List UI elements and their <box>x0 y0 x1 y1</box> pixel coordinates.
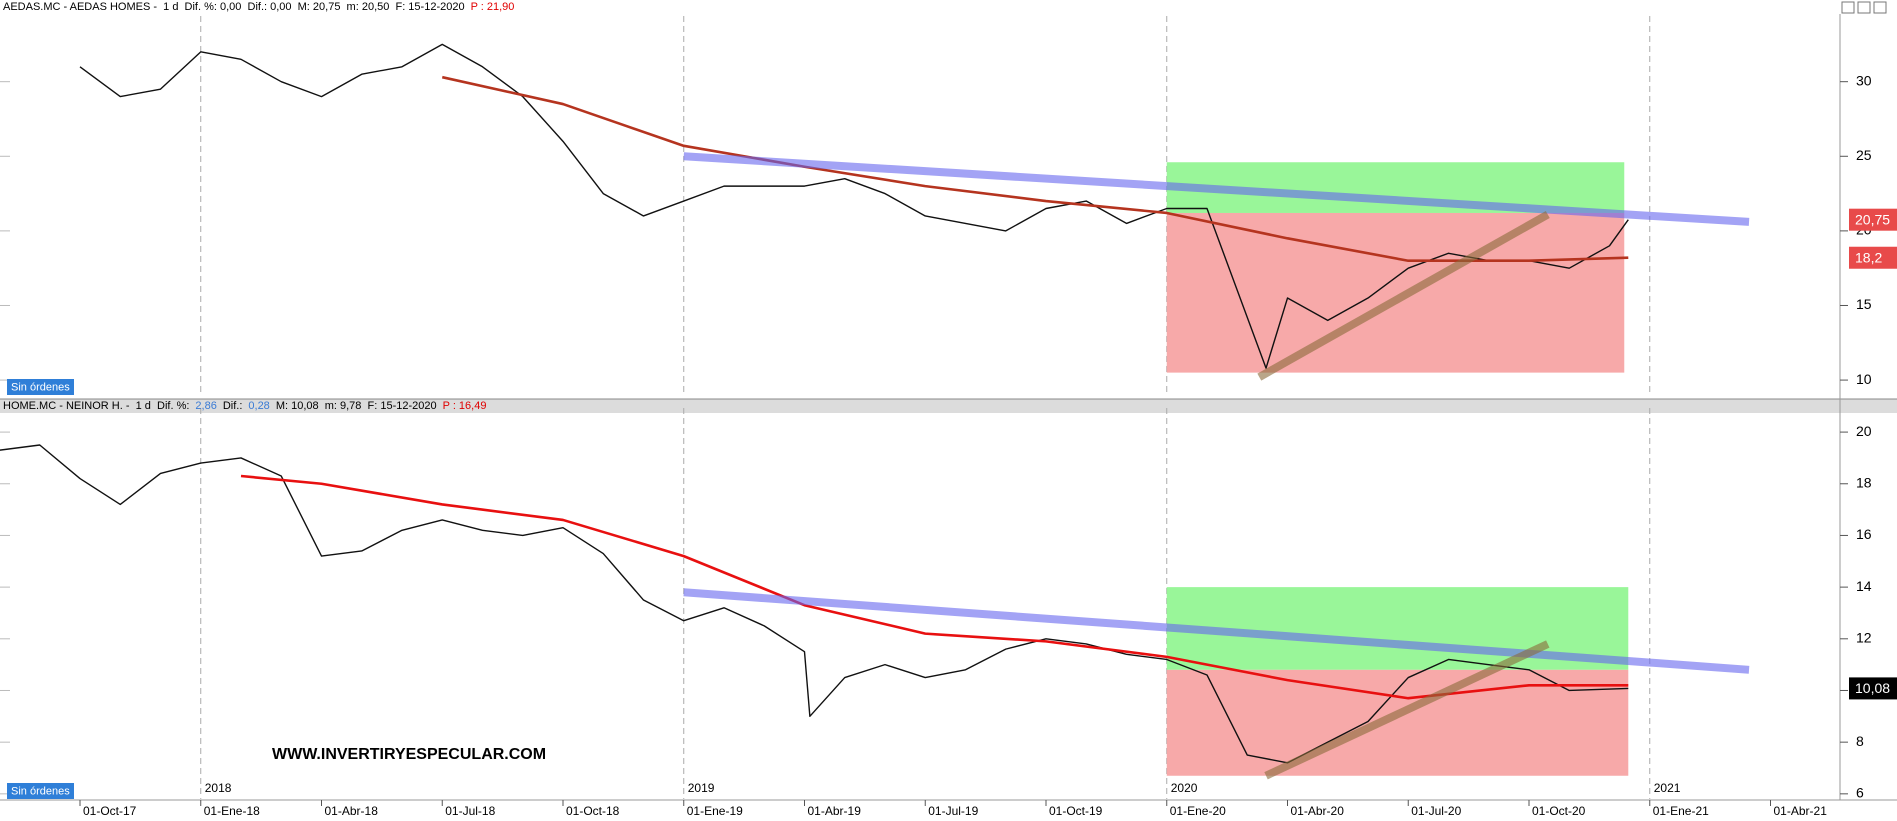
header-text: 2,86 <box>195 400 217 412</box>
x-tick-label: 01-Abr-21 <box>1774 804 1828 818</box>
year-label: 2018 <box>205 781 232 795</box>
trendline <box>683 152 1750 226</box>
x-tick-label: 01-Jul-18 <box>445 804 495 818</box>
orders-label: Sin órdenes <box>11 785 70 797</box>
orders-badge <box>7 783 74 799</box>
zone-rect <box>1166 669 1629 776</box>
y-tick-label: 8 <box>1856 733 1864 749</box>
y-tick-label: 6 <box>1856 785 1864 801</box>
x-tick-label: 01-Oct-17 <box>83 804 137 818</box>
x-tick-label: 01-Oct-18 <box>566 804 620 818</box>
year-label: 2020 <box>1171 781 1198 795</box>
x-tick-label: 01-Ene-18 <box>204 804 260 818</box>
x-tick-label: 01-Abr-20 <box>1291 804 1345 818</box>
y-tick-label: 15 <box>1856 296 1872 312</box>
y-tick-label: 14 <box>1856 578 1872 594</box>
orders-badge <box>7 379 74 395</box>
price-label-box <box>1849 246 1897 269</box>
help-button[interactable] <box>1841 1 1855 14</box>
year-label: 2019 <box>688 781 715 795</box>
price-label: 20,75 <box>1855 211 1890 227</box>
y-tick-label: 16 <box>1856 526 1872 542</box>
moving-average <box>441 75 1629 263</box>
header-text: Dif.: <box>222 400 243 412</box>
trendline <box>683 588 1750 674</box>
x-tick-label: 01-Jul-20 <box>1411 804 1461 818</box>
y-tick-label: 18 <box>1856 474 1872 490</box>
price-line <box>0 444 1629 764</box>
price-label: 10,08 <box>1855 680 1890 696</box>
x-tick-label: 01-Ene-21 <box>1653 804 1709 818</box>
x-tick-label: 01-Oct-19 <box>1049 804 1103 818</box>
x-tick-label: 01-Abr-19 <box>808 804 862 818</box>
x-tick-label: 01-Ene-19 <box>687 804 743 818</box>
x-tick-label: 01-Abr-18 <box>325 804 379 818</box>
header-text: HOME.MC - NEINOR H. - 1 d Dif. %: <box>3 400 190 412</box>
header-text: AEDAS.MC - AEDAS HOMES - 1 d Dif. %: 0,0… <box>3 1 465 13</box>
close-button[interactable] <box>1873 1 1887 14</box>
orders-label: Sin órdenes <box>11 381 70 393</box>
x-tick-label: 01-Oct-20 <box>1532 804 1586 818</box>
restore-button[interactable] <box>1857 1 1871 14</box>
y-tick-label: 12 <box>1856 630 1872 646</box>
trendline <box>1264 640 1550 780</box>
y-tick-label: 10 <box>1856 371 1872 387</box>
header-text: P : 21,90 <box>470 1 515 13</box>
y-tick-label: 30 <box>1856 72 1872 88</box>
x-tick-label: 01-Ene-20 <box>1170 804 1226 818</box>
price-label-box <box>1849 208 1897 231</box>
panel-header: HOME.MC - NEINOR H. - 1 d Dif. %: 2,86 Dif… <box>3 400 492 413</box>
price-label: 18,2 <box>1855 249 1882 265</box>
trendline <box>1257 210 1550 381</box>
header-text: P : 16,49 <box>442 400 487 412</box>
panel-header-bar <box>0 399 1897 413</box>
zone-rect <box>1166 212 1625 373</box>
header-text: M: 10,08 m: 9,78 F: 15-12-2020 <box>275 400 437 412</box>
panel-header: AEDAS.MC - AEDAS HOMES - 1 d Dif. %: 0,0… <box>3 1 520 14</box>
year-label: 2021 <box>1654 781 1681 795</box>
y-tick-label: 25 <box>1856 147 1872 163</box>
x-tick-label: 01-Jul-19 <box>928 804 978 818</box>
header-text: 0,28 <box>248 400 270 412</box>
price-label-box <box>1849 677 1897 700</box>
price-line <box>79 43 1629 369</box>
moving-average <box>240 474 1629 700</box>
watermark: WWW.INVERTIRYESPECULAR.COM <box>272 746 546 763</box>
y-tick-label: 20 <box>1856 423 1872 439</box>
